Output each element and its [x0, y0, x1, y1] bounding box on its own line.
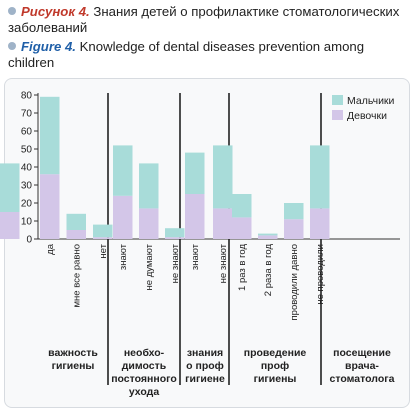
- bar-girls: [165, 237, 185, 239]
- bar-boys: [93, 224, 113, 238]
- group-label: важность: [48, 347, 98, 359]
- legend-label: Девочки: [347, 110, 387, 122]
- x-category-label: 1 раз в год: [237, 244, 248, 291]
- group-label: ухода: [129, 386, 159, 398]
- group-label: стоматолога: [330, 373, 395, 385]
- bar-girls: [284, 219, 304, 239]
- bar-boys: [310, 145, 330, 209]
- group-label: постоянного: [111, 373, 177, 385]
- bar-girls: [40, 174, 60, 239]
- bar-girls: [66, 230, 86, 239]
- group-label: проведение: [244, 347, 307, 359]
- bar-boys: [66, 213, 86, 230]
- bar-boys: [139, 163, 159, 209]
- bar-girls: [0, 212, 20, 239]
- group-label: посещение: [333, 347, 391, 359]
- group-label: врача-: [345, 360, 379, 372]
- y-tick-label: 0: [26, 235, 32, 246]
- x-category-label: проводили давно: [289, 244, 300, 320]
- x-category-label: да: [45, 243, 56, 255]
- caption-en-text: Knowledge of dental diseases prevention …: [8, 39, 365, 70]
- x-category-label: знают: [118, 243, 129, 270]
- y-tick-label: 50: [21, 145, 33, 156]
- caption-english: Figure 4. Knowledge of dental diseases p…: [8, 39, 412, 71]
- x-category-label: не знают: [170, 243, 181, 283]
- x-category-label: не думают: [144, 243, 155, 290]
- legend-swatch: [332, 110, 343, 120]
- x-category-label: не знают: [218, 243, 229, 283]
- x-category-label: не проводили: [315, 244, 326, 305]
- group-label: гигиены: [254, 373, 297, 385]
- caption-ru-text: Знания детей о профилактике стоматологич…: [8, 4, 400, 35]
- bar-girls: [139, 208, 159, 239]
- bar-boys: [165, 228, 185, 238]
- caption-bullet-icon: [8, 7, 16, 15]
- bar-girls: [113, 195, 133, 239]
- caption-bullet-icon: [8, 42, 16, 50]
- legend-label: Мальчики: [347, 95, 395, 107]
- y-tick-label: 70: [21, 109, 33, 120]
- x-category-label: мне все равно: [71, 244, 82, 307]
- figure-captions: Рисунок 4. Знания детей о профилактике с…: [8, 4, 412, 74]
- group-label: необхо-: [124, 347, 165, 359]
- bar-girls: [185, 194, 205, 239]
- y-tick-label: 30: [21, 181, 33, 192]
- group-label: гигиене: [185, 373, 225, 385]
- bar-girls: [213, 208, 233, 239]
- group-label: гигиены: [52, 360, 95, 372]
- bar-boys: [185, 152, 205, 194]
- y-tick-label: 40: [21, 163, 33, 174]
- bar-girls: [232, 217, 252, 239]
- y-tick-label: 20: [21, 199, 33, 210]
- y-tick-label: 80: [21, 91, 33, 102]
- legend-swatch: [332, 95, 343, 105]
- x-category-label: 2 раза в год: [263, 244, 274, 297]
- group-label: знания: [187, 347, 223, 359]
- group-label: димость: [122, 360, 167, 372]
- group-label: проф: [261, 360, 289, 372]
- caption-en-label: Figure 4.: [21, 39, 76, 54]
- chart-frame: [4, 78, 410, 408]
- x-category-label: знают: [190, 243, 201, 270]
- caption-russian: Рисунок 4. Знания детей о профилактике с…: [8, 4, 412, 36]
- group-label: о проф: [186, 360, 224, 372]
- bar-boys: [284, 203, 304, 220]
- bar-boys: [40, 96, 60, 175]
- caption-ru-label: Рисунок 4.: [21, 4, 90, 19]
- bar-boys: [0, 163, 20, 212]
- bar-girls: [310, 208, 330, 239]
- y-tick-label: 10: [21, 217, 33, 228]
- bar-girls: [93, 237, 113, 239]
- bar-boys: [232, 194, 252, 218]
- y-tick-label: 60: [21, 127, 33, 138]
- bar-boys: [113, 145, 133, 196]
- bar-girls: [258, 235, 278, 239]
- bar-boys: [213, 145, 233, 209]
- x-category-label: нет: [98, 243, 109, 258]
- bar-boys: [258, 233, 278, 236]
